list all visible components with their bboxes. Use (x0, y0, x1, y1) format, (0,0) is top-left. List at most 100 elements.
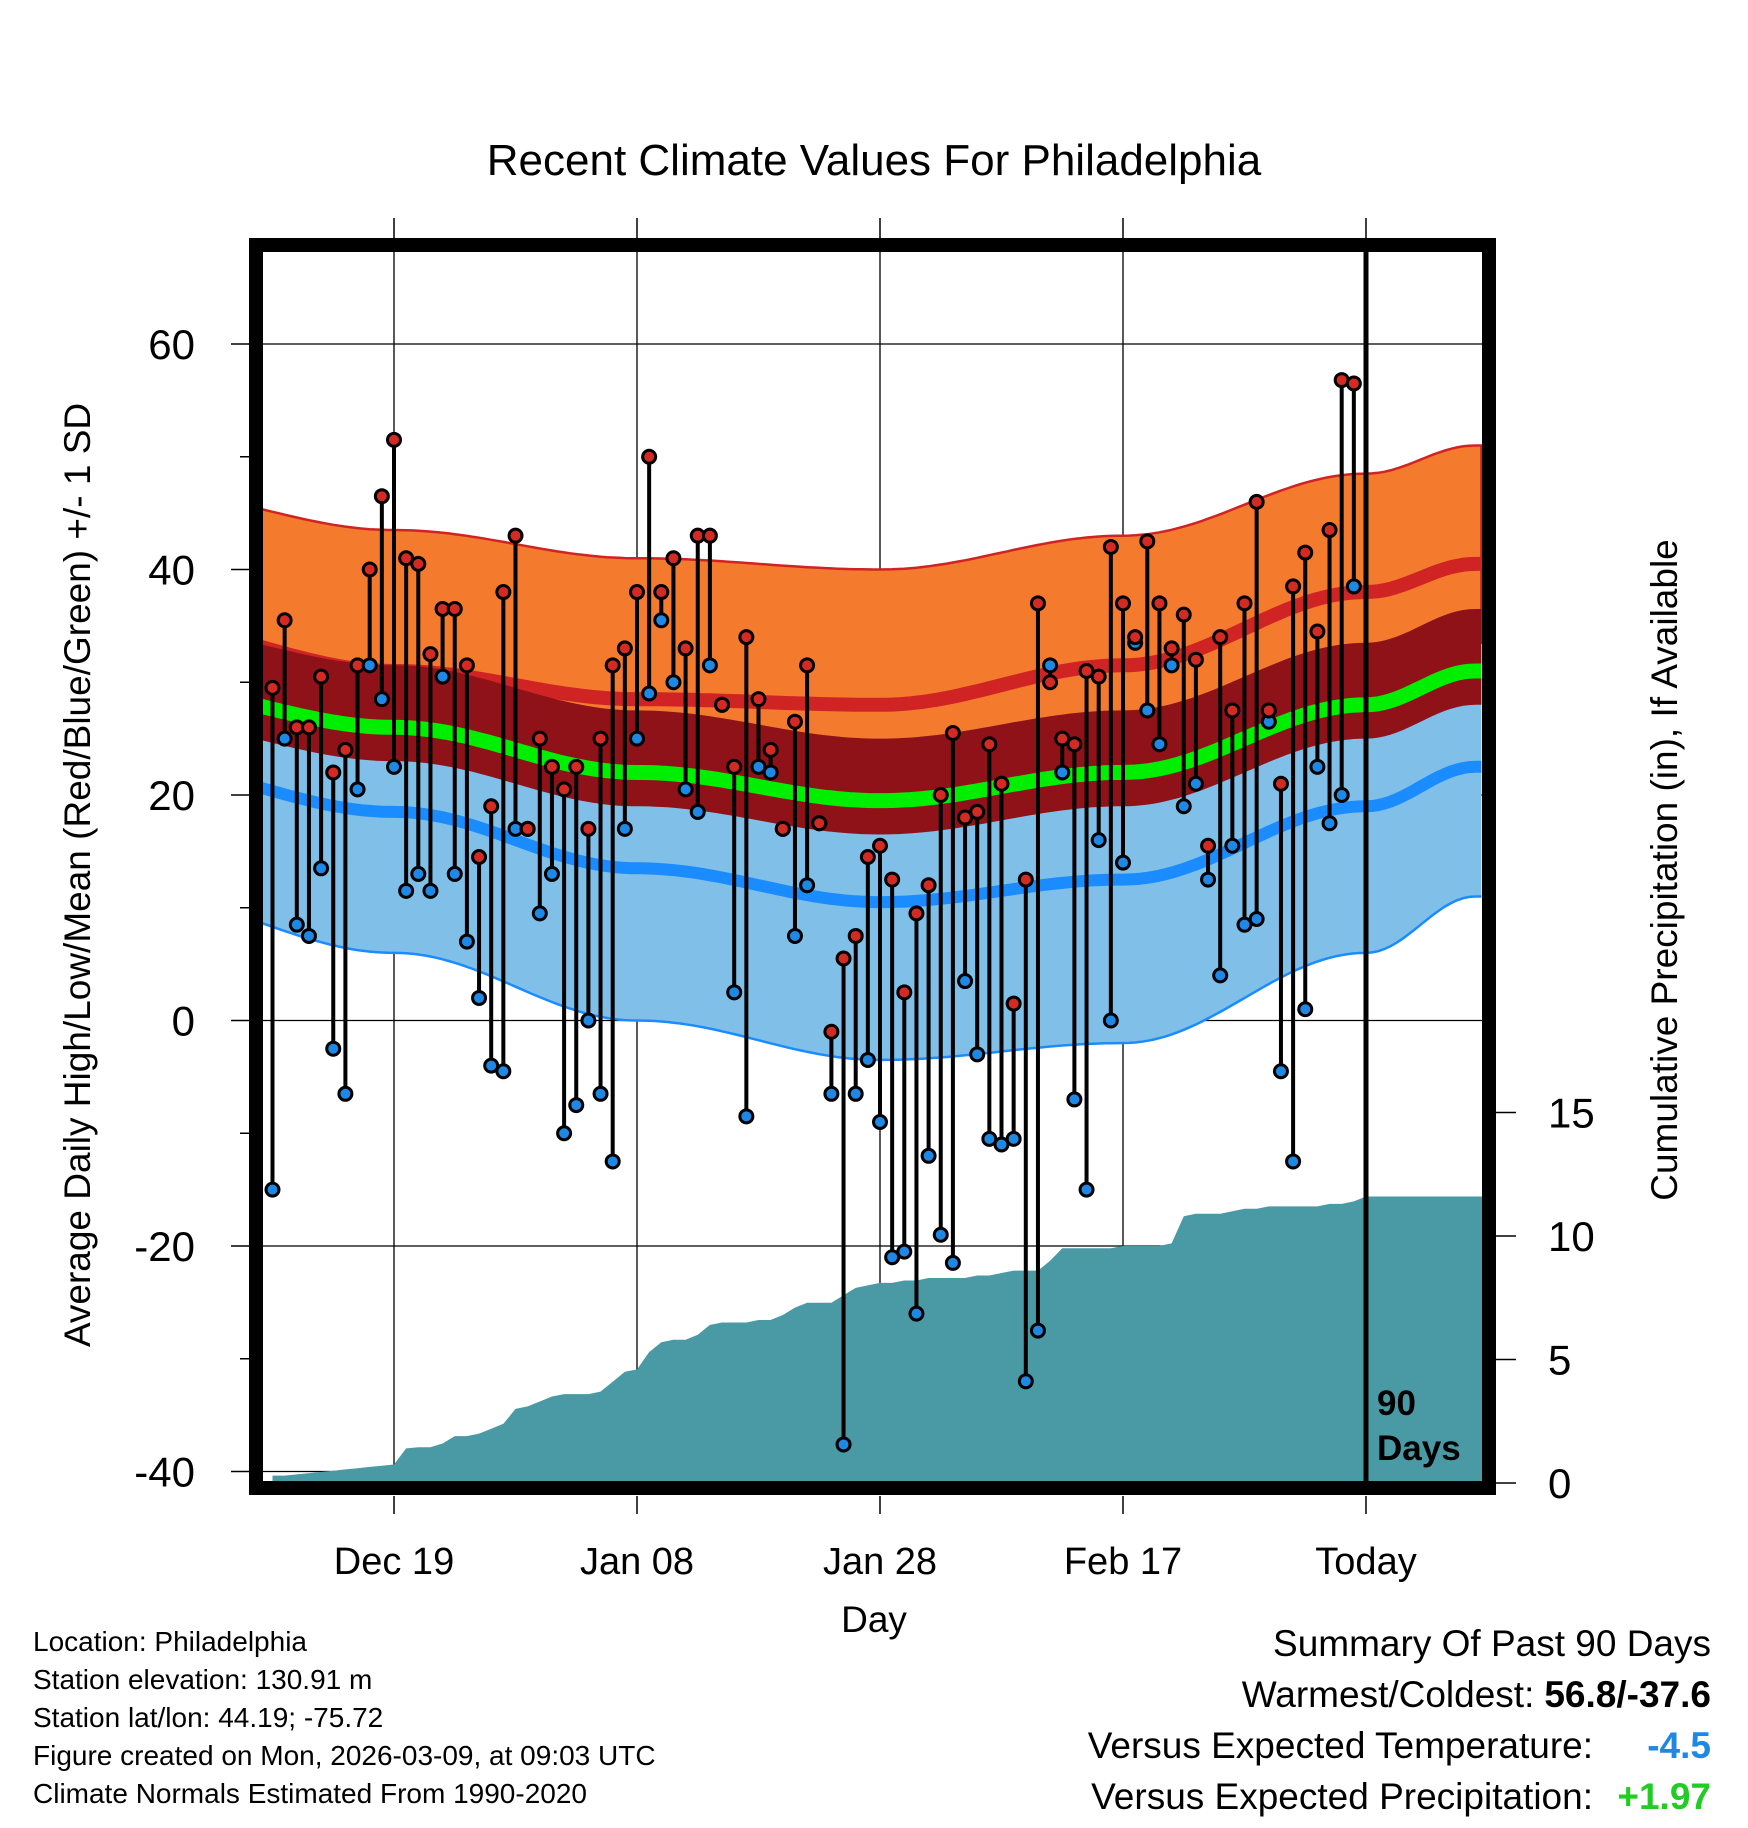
daily-low-dot (1017, 1373, 1034, 1390)
daily-high-dot (1127, 629, 1144, 646)
daily-high-dot (1017, 871, 1034, 888)
x-axis: Dec 19 Jan 08 Jan 28 Feb 17 Today (334, 218, 1417, 1583)
plot-frame (249, 238, 1496, 1495)
daily-high-dot (386, 431, 402, 448)
summary-panel: Summary Of Past 90 Days Warmest/Coldest:… (1088, 1618, 1711, 1822)
elevation-text: Station elevation: 130.91 m (33, 1664, 373, 1695)
daily-low-dot (1054, 764, 1071, 781)
daily-low-dot (264, 1181, 281, 1198)
daily-dots (264, 372, 1362, 1453)
daily-low-dot (313, 860, 330, 877)
daily-high-dot (762, 741, 779, 758)
daily-low-dot (386, 758, 402, 775)
daily-high-dot (1200, 837, 1217, 854)
daily-high-dot (1029, 595, 1046, 612)
daily-low-dot (276, 730, 293, 747)
daily-low-dot (1090, 832, 1107, 849)
y-tick-label: 0 (172, 998, 195, 1045)
temp-row: Versus Expected Temperature: -4.5 (1088, 1720, 1711, 1771)
y2-tick-label: 0 (1548, 1460, 1571, 1507)
daily-low-dot (1029, 1322, 1046, 1339)
daily-low-dot (653, 612, 670, 629)
daily-low-dot (738, 1108, 755, 1125)
daily-high-dot (300, 719, 317, 736)
daily-high-dot (738, 629, 755, 646)
daily-high-dot (276, 612, 293, 629)
daily-high-dot (1285, 578, 1302, 595)
daily-high-dot (677, 640, 694, 657)
daily-low-dot (896, 1243, 913, 1260)
precip-label: Versus Expected Precipitation: (1091, 1776, 1593, 1817)
daily-high-dot (750, 691, 767, 708)
daily-low-dot (410, 865, 427, 882)
daily-high-dot (884, 871, 901, 888)
daily-high-dot (1151, 595, 1168, 612)
daily-low-dot (1224, 837, 1241, 854)
daily-high-dot (1260, 702, 1277, 719)
normals-text: Climate Normals Estimated From 1990-2020 (33, 1778, 587, 1809)
daily-high-dot (264, 679, 281, 696)
daily-low-dot (1151, 736, 1168, 753)
y-tick-label: 60 (148, 321, 195, 368)
daily-high-dot (799, 657, 816, 674)
daily-low-dot (471, 989, 488, 1006)
daily-low-dot (726, 984, 743, 1001)
daily-low-dot (1200, 871, 1217, 888)
daily-high-dot (361, 561, 378, 578)
created-text: Figure created on Mon, 2026-03-09, at 09… (33, 1740, 656, 1771)
daily-high-dot (604, 657, 621, 674)
temp-value: -4.5 (1647, 1725, 1711, 1766)
daily-low-dot (300, 927, 317, 944)
daily-high-dot (1321, 522, 1338, 539)
daily-low-dot (1115, 854, 1131, 871)
daily-low-dot (373, 691, 390, 708)
daily-high-dot (653, 584, 670, 601)
daily-low-dot (592, 1085, 609, 1102)
daily-low-dot (556, 1125, 573, 1142)
daily-high-dot (446, 600, 463, 617)
daily-high-dot (1212, 629, 1229, 646)
daily-high-dot (373, 488, 390, 505)
daily-low-dot (872, 1113, 888, 1130)
days-marker-line2: Days (1377, 1429, 1461, 1468)
daily-low-dot (349, 781, 366, 798)
daily-high-dot (1187, 651, 1204, 668)
daily-low-dot (859, 1051, 876, 1068)
daily-high-dot (337, 741, 354, 758)
daily-stems (270, 380, 1356, 1445)
daily-high-dot (1005, 995, 1022, 1012)
daily-low-dot (1285, 1153, 1302, 1170)
y-axis-label: Average Daily High/Low/Mean (Red/Blue/Gr… (57, 403, 98, 1347)
daily-high-dot (325, 764, 342, 781)
daily-high-dot (993, 775, 1010, 792)
daily-low-dot (932, 1226, 949, 1243)
daily-high-dot (811, 815, 828, 832)
daily-low-dot (920, 1147, 937, 1164)
daily-low-dot (288, 916, 305, 933)
daily-high-dot (847, 927, 864, 944)
daily-high-dot (531, 730, 548, 747)
daily-low-dot (762, 764, 779, 781)
daily-high-dot (1272, 775, 1289, 792)
daily-high-dot (1102, 538, 1119, 555)
daily-high-dot (641, 448, 658, 465)
daily-low-dot (1005, 1130, 1022, 1147)
y2-tick-label: 5 (1548, 1337, 1571, 1384)
daily-high-dot (543, 758, 560, 775)
daily-high-dot (1248, 493, 1265, 510)
daily-low-dot (1321, 815, 1338, 832)
warm-cold-row: Warmest/Coldest: 56.8/-37.6 (1088, 1669, 1711, 1720)
daily-high-dot (580, 820, 597, 837)
daily-high-dot (908, 905, 925, 922)
daily-low-dot (1175, 798, 1192, 815)
daily-low-dot (1042, 657, 1059, 674)
x-tick-label: Dec 19 (334, 1541, 454, 1583)
daily-low-dot (616, 820, 633, 837)
daily-high-dot (981, 736, 998, 753)
daily-low-dot (1163, 657, 1180, 674)
latlon-text: Station lat/lon: 44.19; -75.72 (33, 1702, 384, 1733)
y2-tick-label: 10 (1548, 1213, 1595, 1260)
daily-high-dot (495, 584, 512, 601)
mean-sd-band (261, 609, 1482, 835)
daily-high-dot (1042, 674, 1059, 691)
